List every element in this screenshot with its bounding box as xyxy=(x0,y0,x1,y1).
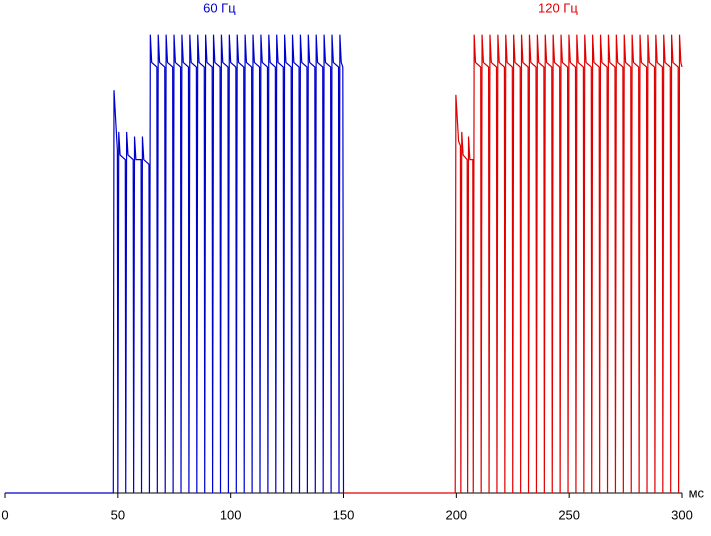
x-tick-label: 250 xyxy=(558,507,580,522)
series-label: 120 Гц xyxy=(538,0,578,15)
x-tick-label: 300 xyxy=(671,507,693,522)
x-tick-label: 200 xyxy=(445,507,467,522)
x-tick-label: 100 xyxy=(220,507,242,522)
x-tick-label: 0 xyxy=(1,507,8,522)
x-axis-label: мс xyxy=(689,485,705,500)
x-tick-label: 150 xyxy=(333,507,355,522)
series-label: 60 Гц xyxy=(203,0,236,15)
series-line xyxy=(5,34,345,494)
series-line xyxy=(343,34,683,494)
x-tick-label: 50 xyxy=(111,507,125,522)
